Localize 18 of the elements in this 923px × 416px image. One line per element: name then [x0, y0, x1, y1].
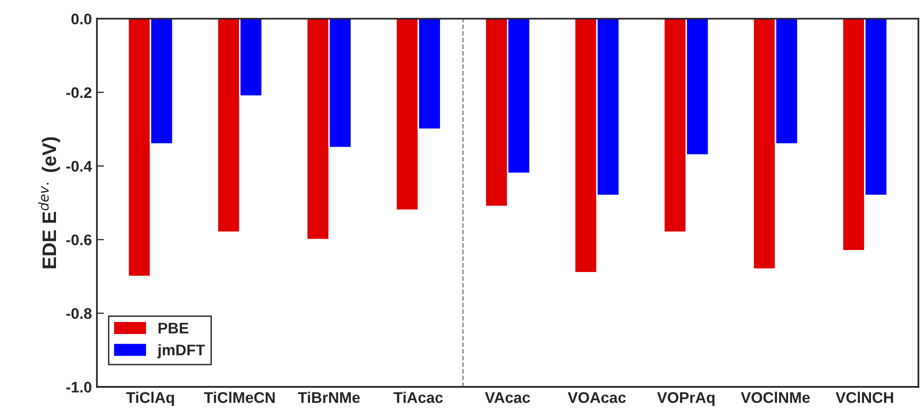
- legend-label: PBE: [158, 322, 188, 334]
- x-tick-label: VOPrAq: [657, 392, 714, 406]
- x-tick-label: TiAcac: [394, 392, 443, 403]
- y-tick-label: 0.0: [71, 14, 92, 24]
- y-tick-label: -0.6: [66, 234, 92, 246]
- y-tick-label: -1.0: [66, 382, 92, 393]
- y-axis-title: EDE E$^{dev.}$ (eV): [38, 137, 60, 268]
- x-tick-label: VClNCH: [836, 392, 894, 403]
- x-tick-label: VAcac: [484, 392, 530, 403]
- y-tick-label: -0.8: [66, 308, 92, 319]
- x-tick-label: VOAcac: [568, 392, 626, 403]
- x-tick-label: TiBrNMe: [298, 392, 360, 403]
- y-tick-label: -0.2: [66, 87, 92, 98]
- x-tick-label: TiClAq: [126, 392, 174, 406]
- x-tick-label: VOClNMe: [740, 392, 810, 403]
- x-tick-label: TiClMeCN: [204, 392, 275, 403]
- y-tick-label: -0.4: [66, 160, 92, 172]
- legend-label: jmDFT: [157, 344, 205, 358]
